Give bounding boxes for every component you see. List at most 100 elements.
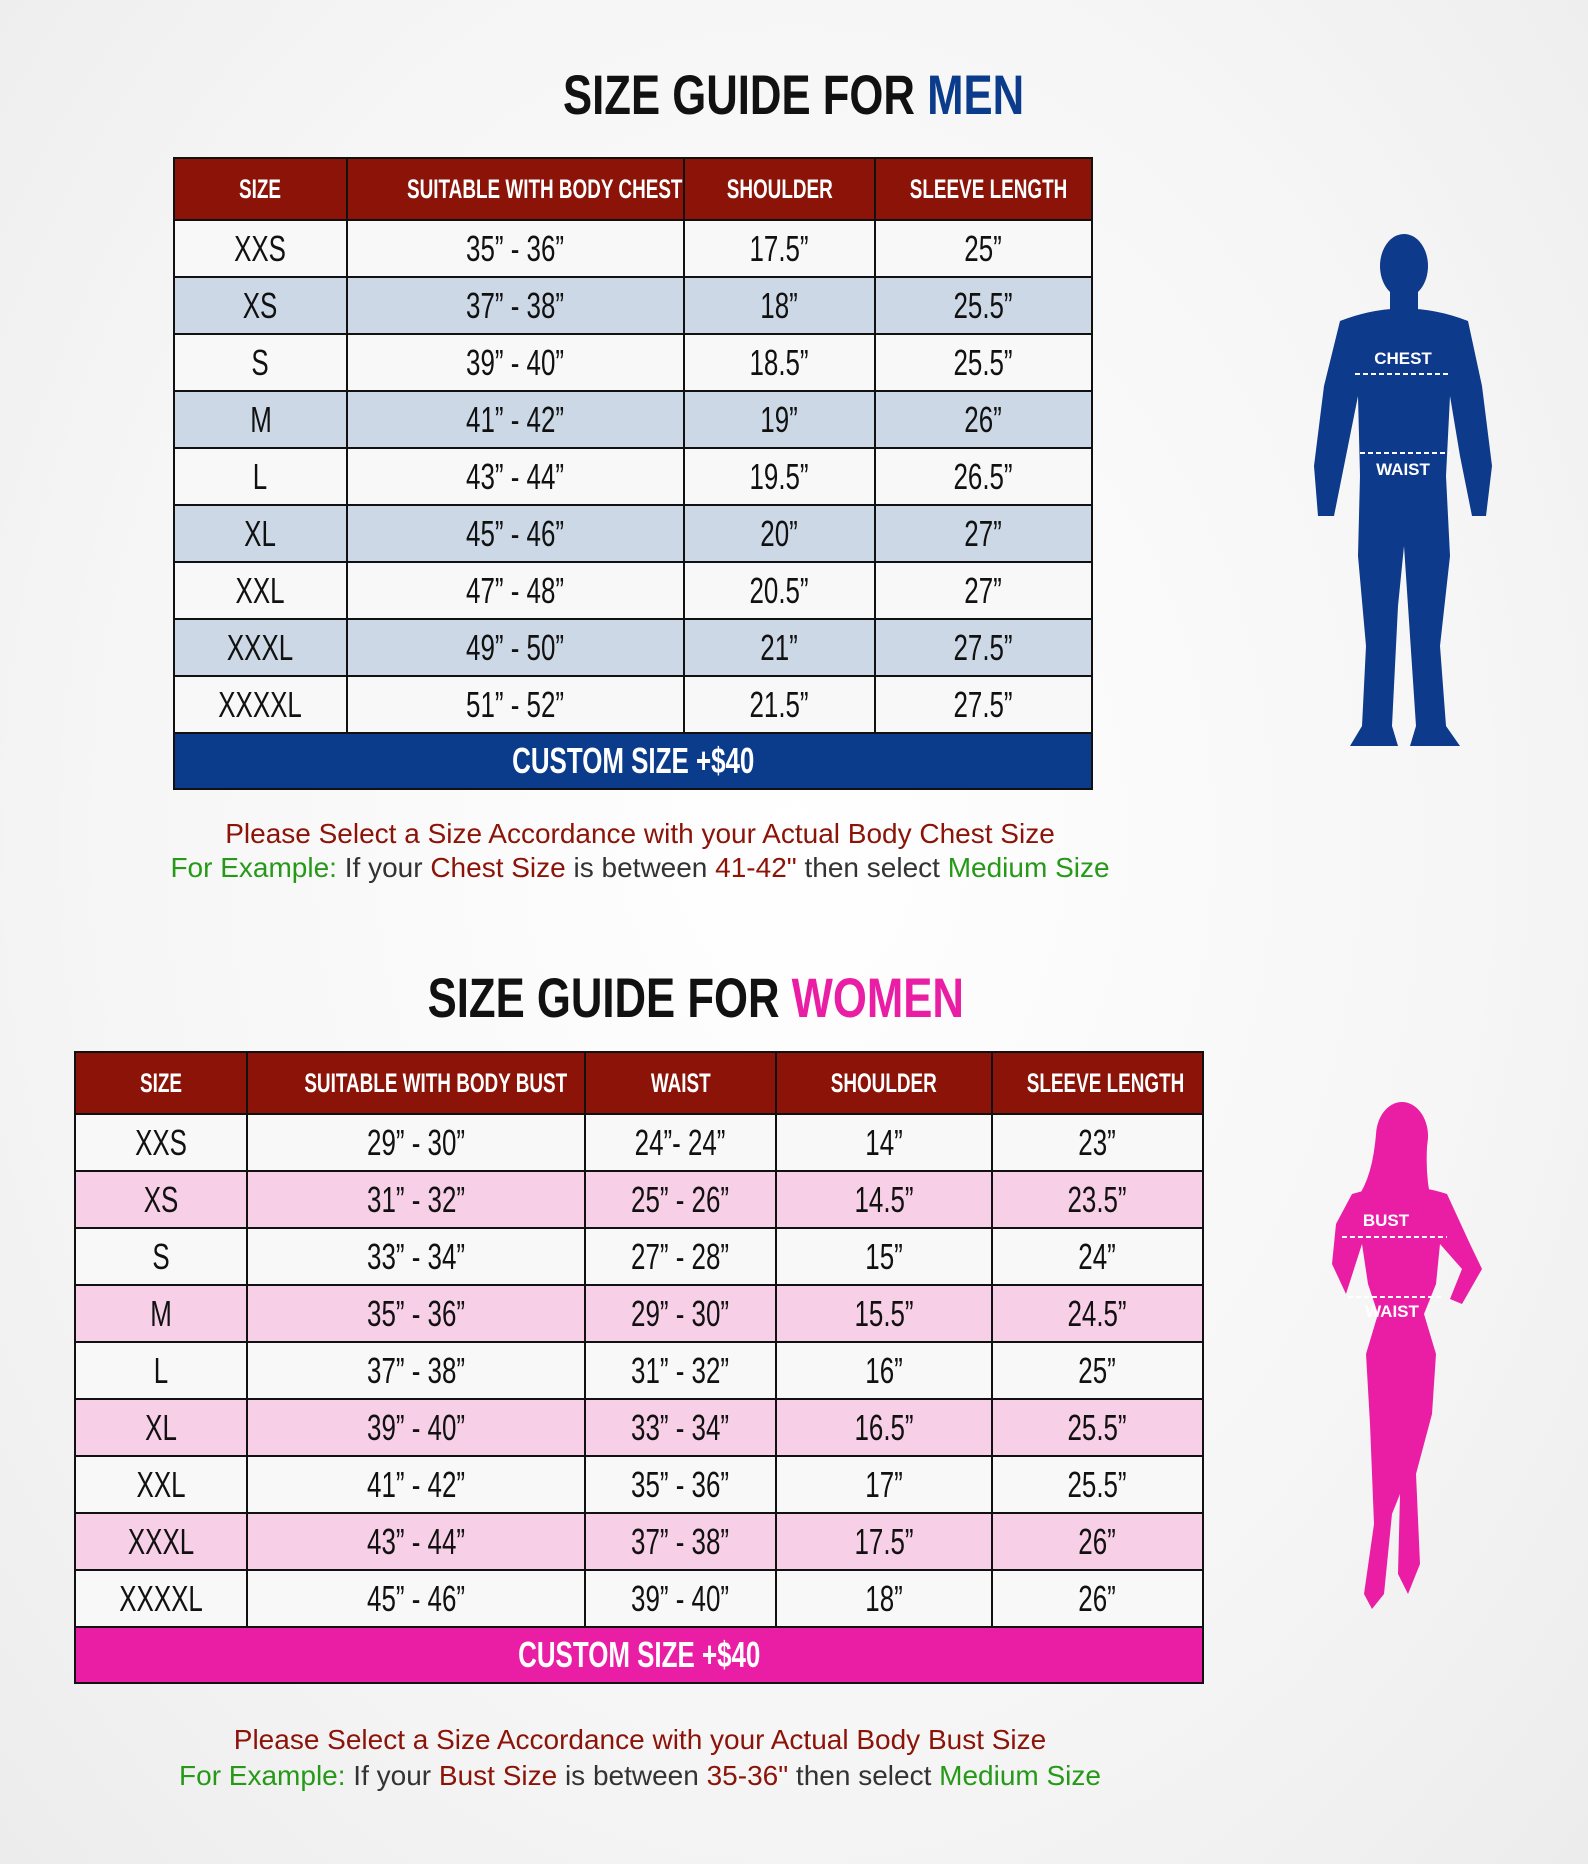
measurement-cell: 16.5” — [775, 1398, 993, 1457]
measurement-cell: 33” - 34” — [246, 1227, 586, 1286]
measurement-cell: 37” - 38” — [246, 1341, 586, 1400]
measurement-cell: 24” — [991, 1227, 1204, 1286]
measurement-cell: 18.5” — [683, 333, 876, 392]
measurement-cell: 25.5” — [874, 333, 1093, 392]
measurement-cell: 27” - 28” — [584, 1227, 777, 1286]
measurement-cell: 35” - 36” — [346, 219, 685, 278]
table-row: M 35” - 36” 29” - 30” 15.5” 24.5” — [74, 1284, 1204, 1343]
measurement-cell: 18” — [775, 1569, 993, 1628]
measurement-cell: 17.5” — [775, 1512, 993, 1571]
male-body-figure: CHEST WAIST — [1314, 234, 1492, 746]
column-header: SLEEVE LENGTH — [874, 157, 1093, 221]
measurement-cell: 24”- 24” — [584, 1113, 777, 1172]
women-note-line2: For Example: If your Bust Size is betwee… — [179, 1760, 1101, 1791]
table-row: S 39” - 40” 18.5” 25.5” — [173, 333, 1093, 392]
measurement-cell: 39” - 40” — [246, 1398, 586, 1457]
women-title: SIZE GUIDE FOR WOMEN — [427, 966, 965, 1029]
measurement-cell: 29” - 30” — [584, 1284, 777, 1343]
measurement-cell: 23” — [991, 1113, 1204, 1172]
measurement-cell: 41” - 42” — [246, 1455, 586, 1514]
measurement-cell: 18” — [683, 276, 876, 335]
table-row: S 33” - 34” 27” - 28” 15” 24” — [74, 1227, 1204, 1286]
measurement-cell: 47” - 48” — [346, 561, 685, 620]
size-cell: S — [173, 333, 348, 392]
size-cell: M — [173, 390, 348, 449]
measurement-cell: 25.5” — [991, 1455, 1204, 1514]
table-row: L 37” - 38” 31” - 32” 16” 25” — [74, 1341, 1204, 1400]
size-cell: XXXXL — [74, 1569, 248, 1628]
column-header: SHOULDER — [775, 1051, 993, 1115]
measurement-cell: 15” — [775, 1227, 993, 1286]
table-row: XXXL 43” - 44” 37” - 38” 17.5” 26” — [74, 1512, 1204, 1571]
measurement-cell: 26” — [991, 1512, 1204, 1571]
measurement-cell: 26.5” — [874, 447, 1093, 506]
measurement-cell: 17” — [775, 1455, 993, 1514]
measurement-cell: 31” - 32” — [584, 1341, 777, 1400]
measurement-cell: 27” — [874, 561, 1093, 620]
size-cell: XXS — [173, 219, 348, 278]
size-cell: S — [74, 1227, 248, 1286]
custom-size-row: CUSTOM SIZE +$40 — [173, 732, 1093, 790]
measurement-cell: 27.5” — [874, 618, 1093, 677]
bust-label: BUST — [1363, 1211, 1410, 1230]
waist-label: WAIST — [1376, 460, 1430, 479]
table-row: XXS 29” - 30” 24”- 24” 14” 23” — [74, 1113, 1204, 1172]
measurement-cell: 37” - 38” — [584, 1512, 777, 1571]
table-row: M 41” - 42” 19” 26” — [173, 390, 1093, 449]
size-cell: XXS — [74, 1113, 248, 1172]
measurement-cell: 20” — [683, 504, 876, 563]
measurement-cell: 35” - 36” — [584, 1455, 777, 1514]
table-row: XXL 47” - 48” 20.5” 27” — [173, 561, 1093, 620]
measurement-cell: 25.5” — [991, 1398, 1204, 1457]
female-body-figure: BUST WAIST — [1332, 1102, 1482, 1609]
column-header: SHOULDER — [683, 157, 876, 221]
measurement-cell: 19.5” — [683, 447, 876, 506]
size-cell: XXL — [173, 561, 348, 620]
table-row: XXS 35” - 36” 17.5” 25” — [173, 219, 1093, 278]
size-cell: L — [74, 1341, 248, 1400]
measurement-cell: 15.5” — [775, 1284, 993, 1343]
column-header: SIZE — [74, 1051, 248, 1115]
measurement-cell: 19” — [683, 390, 876, 449]
column-header: SLEEVE LENGTH — [991, 1051, 1204, 1115]
measurement-cell: 25” - 26” — [584, 1170, 777, 1229]
table-row: XXL 41” - 42” 35” - 36” 17” 25.5” — [74, 1455, 1204, 1514]
measurement-cell: 37” - 38” — [346, 276, 685, 335]
men-note-line2: For Example: If your Chest Size is betwe… — [170, 852, 1110, 883]
chest-label: CHEST — [1374, 349, 1432, 368]
measurement-cell: 29” - 30” — [246, 1113, 586, 1172]
column-header: WAIST — [584, 1051, 777, 1115]
measurement-cell: 27.5” — [874, 675, 1093, 734]
measurement-cell: 31” - 32” — [246, 1170, 586, 1229]
measurement-cell: 14.5” — [775, 1170, 993, 1229]
measurement-cell: 51” - 52” — [346, 675, 685, 734]
size-cell: XXL — [74, 1455, 248, 1514]
measurement-cell: 49” - 50” — [346, 618, 685, 677]
size-cell: L — [173, 447, 348, 506]
table-row: L 43” - 44” 19.5” 26.5” — [173, 447, 1093, 506]
column-header: SIZE — [173, 157, 348, 221]
measurement-cell: 26” — [874, 390, 1093, 449]
size-cell: XXXXL — [173, 675, 348, 734]
table-row: XXXXL 45” - 46” 39” - 40” 18” 26” — [74, 1569, 1204, 1628]
measurement-cell: 26” — [991, 1569, 1204, 1628]
measurement-cell: 14” — [775, 1113, 993, 1172]
measurement-cell: 17.5” — [683, 219, 876, 278]
column-header: SUITABLE WITH BODY CHEST — [346, 157, 685, 221]
measurement-cell: 35” - 36” — [246, 1284, 586, 1343]
measurement-cell: 33” - 34” — [584, 1398, 777, 1457]
measurement-cell: 16” — [775, 1341, 993, 1400]
measurement-cell: 25” — [874, 219, 1093, 278]
size-cell: XXXL — [173, 618, 348, 677]
size-cell: XS — [74, 1170, 248, 1229]
size-cell: XS — [173, 276, 348, 335]
table-row: XL 39” - 40” 33” - 34” 16.5” 25.5” — [74, 1398, 1204, 1457]
measurement-cell: 25.5” — [874, 276, 1093, 335]
measurement-cell: 45” - 46” — [246, 1569, 586, 1628]
measurement-cell: 43” - 44” — [346, 447, 685, 506]
table-row: XS 37” - 38” 18” 25.5” — [173, 276, 1093, 335]
measurement-cell: 23.5” — [991, 1170, 1204, 1229]
custom-size-row: CUSTOM SIZE +$40 — [74, 1626, 1204, 1684]
measurement-cell: 21.5” — [683, 675, 876, 734]
measurement-cell: 41” - 42” — [346, 390, 685, 449]
